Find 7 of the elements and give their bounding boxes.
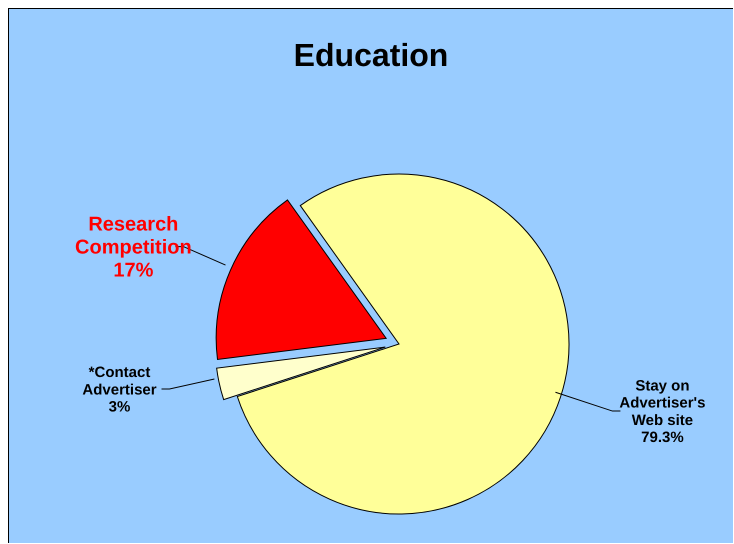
data-label: 3% [108,398,130,416]
data-label: 17% [113,260,154,282]
slice-label: *Contact Advertiser [82,364,157,398]
slice-label: Stay on Advertiser's Web site [619,377,706,429]
slice-label: Research Competition [75,214,192,259]
data-label: 79.3% [641,429,684,446]
chart-title: Education [292,37,450,74]
